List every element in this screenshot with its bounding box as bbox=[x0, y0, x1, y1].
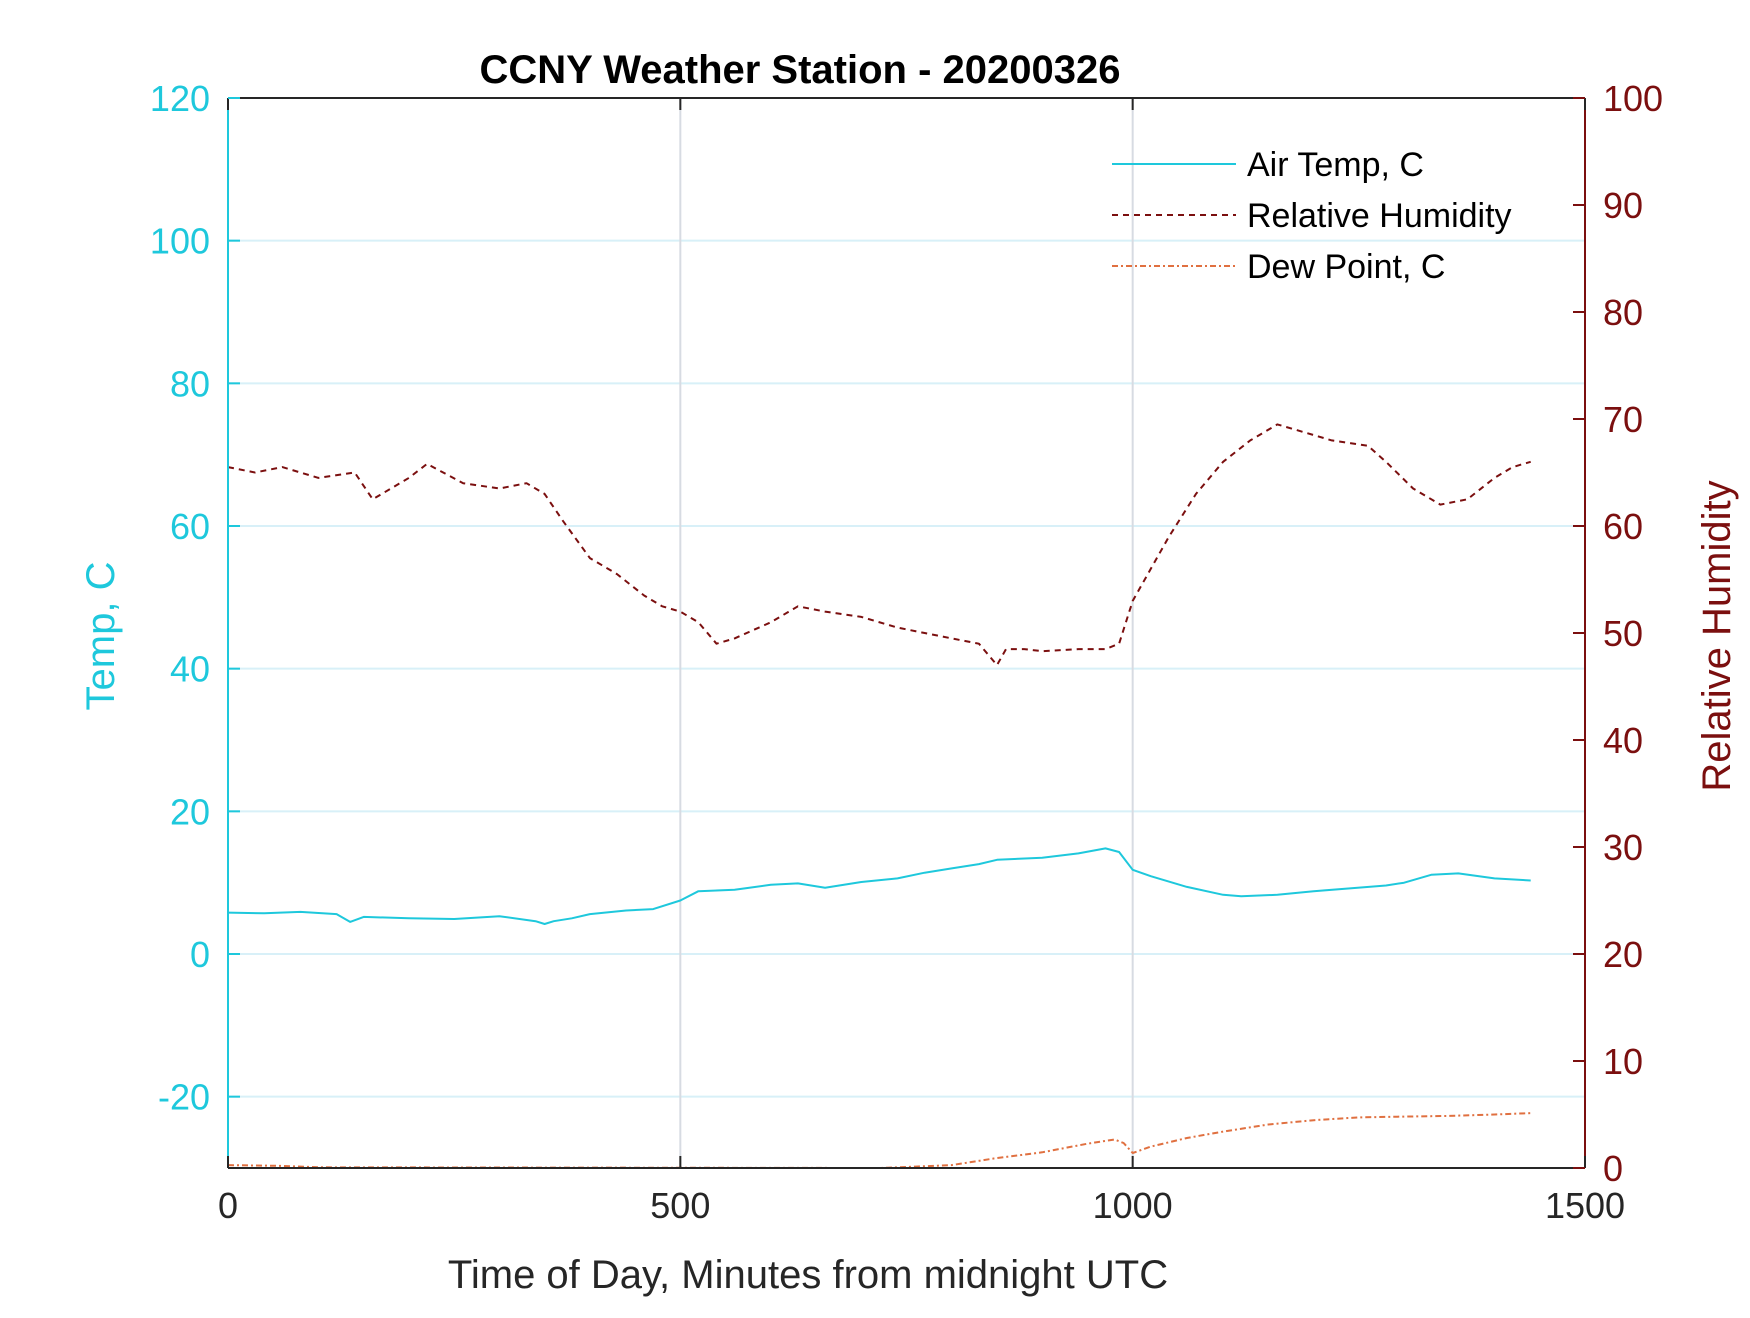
series-line-air-temp-c bbox=[227, 847, 1531, 925]
y-right-tick-label: 10 bbox=[1603, 1041, 1643, 1082]
legend-label: Air Temp, C bbox=[1247, 146, 1424, 184]
axes: 0 500 1000 1500 -20 0 20 40 60 80 100 120 0 10 20 30 40 5… bbox=[150, 78, 1663, 1226]
series-line-relative-humidity bbox=[227, 423, 1531, 667]
y-left-tick-label: 60 bbox=[170, 506, 210, 547]
y-right-tick-label: 30 bbox=[1603, 827, 1643, 868]
x-tick-label: 1000 bbox=[1093, 1185, 1173, 1226]
series-lines bbox=[227, 423, 1531, 1169]
x-tick-label: 500 bbox=[650, 1185, 710, 1226]
legend-label: Dew Point, C bbox=[1247, 248, 1445, 286]
y-right-tick-label: 50 bbox=[1603, 613, 1643, 654]
y-left-tick-label: 0 bbox=[190, 934, 210, 975]
x-tick-label: 0 bbox=[218, 1185, 238, 1226]
y-left-tick-label: 100 bbox=[150, 221, 210, 262]
y-left-tick-label: -20 bbox=[158, 1077, 210, 1118]
y-axis-right-label: Relative Humidity bbox=[1695, 480, 1739, 791]
x-tick-label: 1500 bbox=[1545, 1185, 1625, 1226]
y-right-tick-label: 70 bbox=[1603, 399, 1643, 440]
chart-title: CCNY Weather Station - 20200326 bbox=[480, 48, 1121, 92]
y-left-tick-label: 120 bbox=[150, 78, 210, 119]
y-right-tick-label: 40 bbox=[1603, 720, 1643, 761]
y-right-tick-label: 60 bbox=[1603, 506, 1643, 547]
y-right-tick-label: 20 bbox=[1603, 934, 1643, 975]
y-right-tick-label: 0 bbox=[1603, 1148, 1623, 1189]
y-left-tick-label: 80 bbox=[170, 363, 210, 404]
y-right-tick-label: 90 bbox=[1603, 185, 1643, 226]
y-left-tick-label: 20 bbox=[170, 791, 210, 832]
y-right-tick-label: 100 bbox=[1603, 78, 1663, 119]
series-line-dew-point-c bbox=[227, 1112, 1531, 1169]
y-right-tick-label: 80 bbox=[1603, 292, 1643, 333]
y-axis-left-label: Temp, C bbox=[79, 562, 123, 711]
legend-label: Relative Humidity bbox=[1247, 197, 1512, 235]
x-axis-label: Time of Day, Minutes from midnight UTC bbox=[448, 1253, 1168, 1297]
legend: Air Temp, C Relative Humidity Dew Point, C bbox=[1112, 146, 1512, 286]
y-left-tick-label: 40 bbox=[170, 649, 210, 690]
